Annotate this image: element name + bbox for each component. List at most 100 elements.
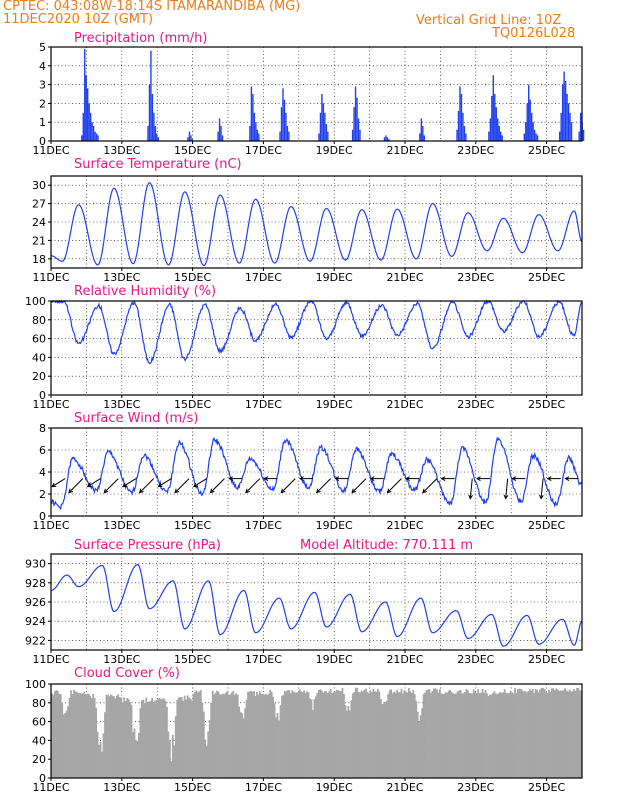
cloud-bar — [250, 690, 252, 778]
cloud-bar — [323, 691, 326, 778]
wind-arrow-head — [475, 476, 481, 481]
cloud-bar — [230, 692, 233, 778]
cloud-bar — [424, 692, 426, 778]
cloud-bar — [322, 692, 325, 778]
precip-bar — [288, 131, 290, 141]
cloud-bar — [101, 751, 103, 778]
cloud-ytick-label: 0 — [39, 772, 46, 785]
precip-bar — [564, 80, 567, 141]
cloud-bar — [89, 695, 92, 778]
cloud-bar — [509, 690, 512, 778]
cloud-bar — [313, 699, 316, 778]
precip-bar — [153, 112, 155, 141]
cloud-bar — [409, 691, 412, 778]
cloud-bar — [163, 698, 165, 778]
precip-ytick-label: 5 — [39, 41, 46, 54]
temp-ytick-label: 21 — [32, 234, 46, 247]
precip-bar — [419, 133, 421, 141]
precip-bar — [383, 137, 386, 141]
cloud-bar — [74, 691, 77, 778]
cloud-bar — [368, 693, 370, 778]
precip-bar — [221, 135, 224, 141]
cloud-bar — [81, 693, 84, 778]
wind-arrow-head — [511, 476, 517, 481]
cloud-bar — [239, 712, 242, 778]
cloud-bar — [531, 688, 534, 778]
wind-arrow-head — [546, 476, 552, 481]
precip-bar — [255, 122, 257, 141]
cloud-ytick-label: 80 — [32, 697, 46, 710]
wind-arrow-head — [422, 488, 427, 494]
wind-arrow-head — [263, 476, 269, 481]
cloud-bar — [140, 700, 143, 778]
cloud-bar — [391, 693, 394, 778]
cloud-bar — [310, 699, 313, 778]
cloud-bar — [158, 697, 161, 778]
precip-bar — [462, 112, 464, 141]
cloud-bar — [288, 690, 291, 778]
cloud-bar — [381, 704, 384, 778]
cloud-bar — [202, 711, 205, 778]
temp-xtick-label: 25DEC — [528, 271, 565, 284]
precip-bar — [530, 112, 533, 141]
wind-arrow-head — [334, 476, 340, 481]
cloud-bar — [515, 692, 518, 778]
cloud-bar — [284, 690, 286, 778]
cloud-bar — [152, 701, 155, 778]
wind-arrow — [540, 478, 544, 499]
cloud-bar — [146, 701, 149, 778]
cloud-bar — [396, 689, 398, 778]
cloud-bar — [490, 694, 493, 778]
wind-arrow — [422, 478, 438, 493]
precip-bar — [147, 125, 149, 141]
cloud-bar — [335, 689, 338, 778]
cloud-bar — [298, 689, 301, 778]
cloud-bar — [123, 697, 126, 778]
rh-ytick-label: 0 — [39, 389, 46, 402]
cloud-bar — [444, 692, 447, 778]
cloud-bar — [182, 700, 185, 778]
cloud-bar — [285, 691, 288, 778]
precip-bar — [535, 133, 537, 141]
cloud-bar — [79, 692, 81, 778]
cloud-bar — [405, 691, 407, 778]
pressure-title: Surface Pressure (hPa) — [74, 538, 221, 553]
cloud-bar — [465, 688, 468, 778]
cloud-bar — [357, 692, 360, 778]
cloud-bar — [223, 694, 226, 778]
precip-ytick-label: 1 — [39, 116, 46, 129]
pressure-xtick-label: 17DEC — [245, 653, 282, 666]
cloud-bar — [204, 739, 207, 778]
cloud-bar — [228, 694, 230, 778]
cloud-bar — [328, 691, 331, 778]
cloud-bar — [574, 690, 577, 778]
cloud-bar — [189, 698, 192, 778]
header-grid-note: Vertical Grid Line: 10Z — [416, 13, 562, 28]
precip-bar — [318, 133, 320, 141]
cloud-bar — [435, 689, 438, 778]
cloud-bar — [427, 689, 429, 778]
precip-bar — [465, 133, 467, 141]
cloud-bar — [294, 692, 297, 778]
precip-bar — [525, 122, 527, 141]
cloud-bar — [446, 692, 449, 778]
cloud-bar — [555, 688, 558, 778]
wind-arrow — [103, 478, 119, 493]
cloud-bar — [385, 700, 388, 778]
precip-bar — [578, 131, 580, 141]
wind-ytick-label: 6 — [39, 444, 46, 457]
cloud-bar — [201, 702, 204, 778]
precip-bar — [283, 99, 286, 141]
wind-arrow — [280, 478, 296, 493]
precip-bar — [279, 131, 281, 141]
cloud-bar — [340, 690, 342, 778]
cloud-bar — [394, 692, 397, 778]
precip-bar — [569, 112, 571, 141]
cloud-bar — [548, 689, 550, 778]
temp-xtick-label: 15DEC — [174, 271, 211, 284]
cloud-bar — [456, 691, 459, 778]
precip-bar — [85, 75, 87, 141]
precip-bar — [495, 107, 497, 141]
cloud-bar — [160, 699, 162, 778]
cloud-bar — [105, 694, 108, 778]
